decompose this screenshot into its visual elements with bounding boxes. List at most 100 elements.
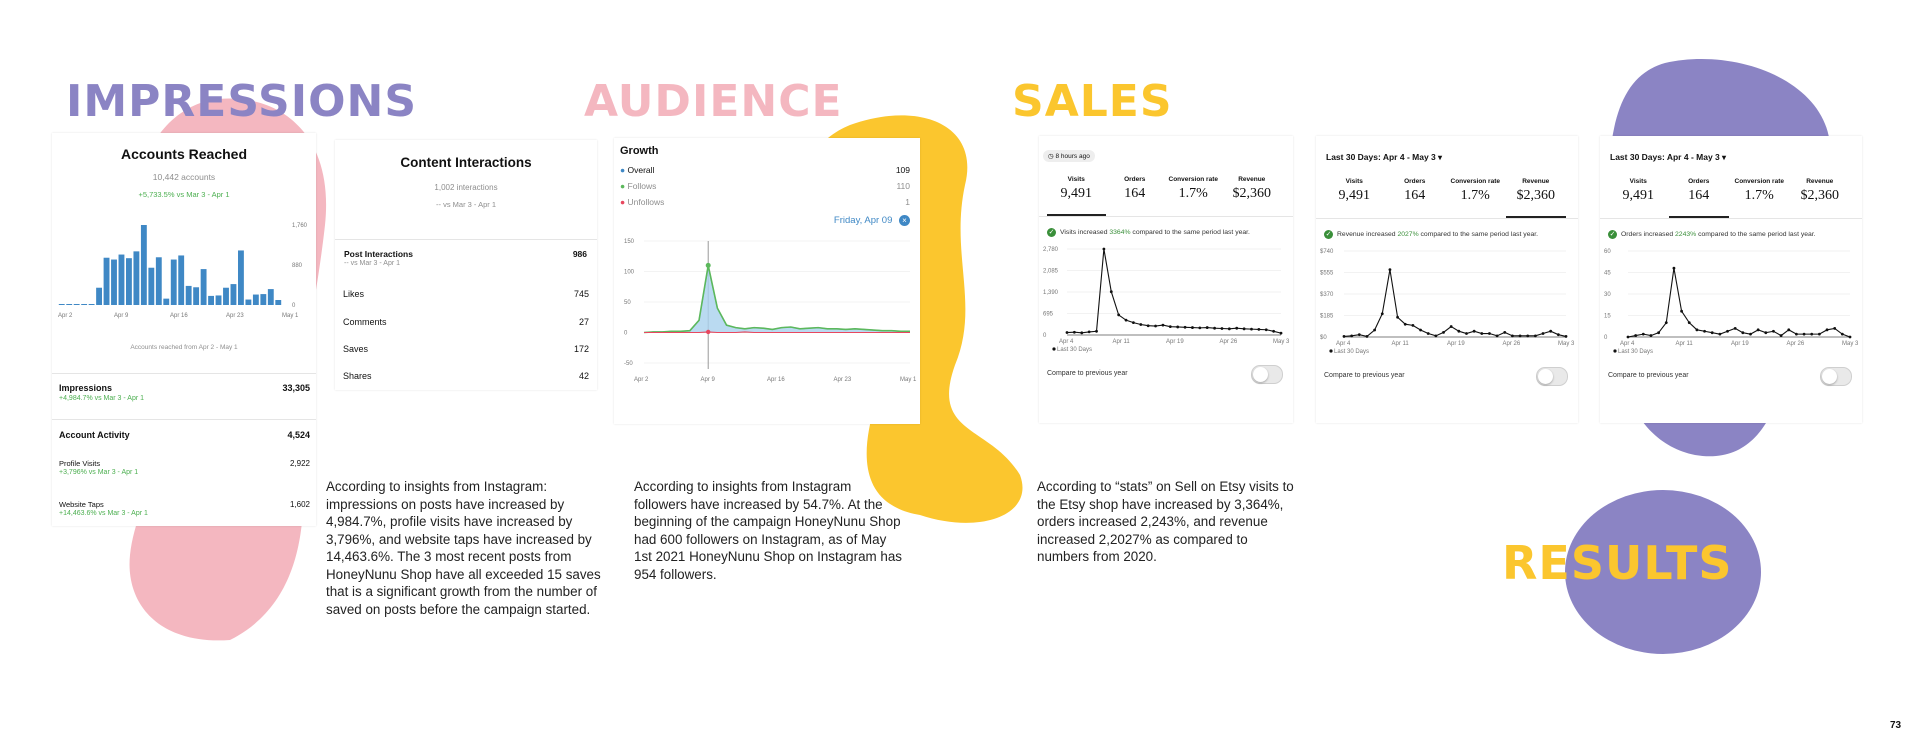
tab-revenue[interactable]: Revenue $2,360 — [1505, 178, 1566, 218]
tab-visits-label: Visits — [1345, 178, 1363, 185]
tab-visits[interactable]: Visits 9,491 — [1608, 178, 1669, 216]
y-tick-label: 0 — [624, 331, 628, 337]
data-point — [1350, 334, 1354, 338]
comments-label: Comments — [343, 317, 387, 327]
growth-card: Growth ● Overall 109 ● Follows 110 ● Unf… — [614, 138, 920, 424]
data-point — [1235, 326, 1239, 330]
tabs-divider — [1316, 218, 1578, 219]
legend-unfollows: ● Unfollows 1 — [620, 197, 910, 207]
period-dropdown[interactable]: Last 30 Days: Apr 4 - May 3 ▾ — [1326, 152, 1442, 162]
compare-previous-year-label: Compare to previous year — [1608, 372, 1689, 379]
revenue-line-chart: $740 $555 $370 $185 $0 Apr 4 Apr 11 Apr 19 Apr 2… — [1320, 249, 1575, 355]
tab-conversion-rate[interactable]: Conversion rate 1.7% — [1164, 176, 1223, 214]
data-point — [1472, 329, 1476, 333]
tab-conversion-rate[interactable]: Conversion rate 1.7% — [1729, 178, 1790, 216]
compare-toggle[interactable] — [1251, 365, 1283, 384]
bar — [275, 300, 282, 305]
data-point — [1710, 331, 1714, 335]
bar — [66, 304, 73, 305]
audience-description: According to insights from Instagram fol… — [634, 479, 902, 582]
tab-revenue-label: Revenue — [1238, 176, 1266, 183]
tab-orders[interactable]: Orders 164 — [1385, 178, 1446, 216]
data-point — [1664, 321, 1668, 325]
bar — [252, 294, 259, 305]
accounts-bar-chart: 1,760 880 0 Apr 2 Apr 9 Apr 16 Apr 23 May 1 — [58, 223, 308, 319]
x-tick-label: Apr 2 — [634, 377, 649, 383]
x-tick-label: Apr 2 — [58, 313, 73, 319]
orders-line-chart: 60 45 30 15 0 Apr 4 Apr 11 Apr 19 Apr 26 May 3 Las… — [1604, 249, 1859, 355]
data-point — [1495, 334, 1499, 338]
data-point — [1373, 328, 1377, 332]
y-tick-label: 1,760 — [292, 223, 308, 229]
data-point — [1102, 247, 1106, 251]
bar — [58, 304, 65, 305]
bar — [223, 287, 229, 305]
y-tick-label: 100 — [624, 270, 635, 276]
tab-revenue-value: $2,360 — [1232, 186, 1272, 201]
tab-visits[interactable]: Visits 9,491 — [1047, 176, 1106, 216]
toggle-knob — [1538, 369, 1553, 384]
data-point — [1380, 312, 1384, 316]
tab-visits[interactable]: Visits 9,491 — [1324, 178, 1385, 216]
audience-heading: AUDIENCE — [584, 76, 843, 127]
likes-label: Likes — [343, 289, 365, 299]
data-point — [1065, 331, 1069, 334]
x-tick-label: May 3 — [1842, 341, 1859, 347]
compare-toggle[interactable] — [1536, 367, 1568, 386]
tab-orders[interactable]: Orders 164 — [1668, 178, 1729, 218]
y-tick-label: 2,085 — [1043, 269, 1059, 275]
data-point — [1833, 327, 1837, 330]
tabs-divider — [1600, 218, 1862, 219]
legend-dot — [1613, 349, 1617, 353]
data-point — [1541, 332, 1545, 335]
data-point — [1511, 334, 1514, 338]
compare-previous-year-label: Compare to previous year — [1324, 372, 1405, 379]
x-tick-label: Apr 11 — [1392, 341, 1410, 347]
tab-conversion-rate-value: 1.7% — [1178, 186, 1208, 201]
bar — [111, 259, 117, 305]
data-point — [1810, 332, 1814, 336]
data-point — [1365, 335, 1369, 338]
tab-conversion-rate-label: Conversion rate — [1734, 178, 1785, 185]
data-point — [1139, 323, 1143, 326]
y-tick-label: 880 — [292, 263, 303, 269]
check-circle-icon: ✓ — [1608, 230, 1617, 239]
y-tick-label: 0 — [1604, 335, 1608, 341]
account-activity-value: 4,524 — [287, 430, 310, 440]
profile-visits-growth: +3,796% vs Mar 3 - Apr 1 — [59, 469, 139, 476]
selected-date[interactable]: Friday, Apr 09 × — [834, 215, 910, 226]
bar — [103, 257, 110, 305]
bar — [260, 294, 267, 305]
tab-visits-value: 9,491 — [1060, 186, 1093, 201]
bar — [238, 250, 244, 305]
tab-orders[interactable]: Orders 164 — [1106, 176, 1165, 214]
compare-toggle[interactable] — [1820, 367, 1852, 386]
content-interactions-count: 1,002 interactions — [434, 183, 498, 192]
data-point — [1191, 326, 1194, 329]
bar — [126, 258, 132, 305]
data-point — [1726, 329, 1729, 333]
data-point — [1117, 313, 1121, 317]
y-tick-label: 695 — [1043, 312, 1054, 318]
close-icon[interactable]: × — [899, 215, 910, 226]
tab-conversion-rate[interactable]: Conversion rate 1.7% — [1445, 178, 1506, 216]
legend-follows: ● Follows 110 — [620, 181, 910, 191]
impressions-label: Impressions — [59, 383, 113, 393]
x-tick-label: Apr 4 — [1620, 341, 1635, 347]
bar — [200, 269, 207, 305]
tab-revenue[interactable]: Revenue $2,360 — [1790, 178, 1851, 216]
clock-icon: ◷ — [1048, 153, 1056, 160]
y-tick-label: 1,390 — [1043, 290, 1059, 296]
series-line-last-30-days — [1627, 268, 1851, 338]
tab-revenue-label: Revenue — [1806, 178, 1834, 185]
period-dropdown[interactable]: Last 30 Days: Apr 4 - May 3 ▾ — [1610, 152, 1726, 162]
x-tick-label: May 3 — [1558, 341, 1575, 347]
legend-overall-dot: ● — [620, 165, 626, 175]
legend-follows-value: 110 — [896, 181, 910, 191]
y-tick-label: 45 — [1604, 271, 1611, 277]
data-point — [1741, 331, 1745, 335]
tab-orders-label: Orders — [1124, 176, 1146, 183]
note-suffix: compared to the same period last year. — [1696, 231, 1816, 238]
tab-orders-value: 164 — [1404, 188, 1426, 203]
tab-revenue[interactable]: Revenue $2,360 — [1223, 176, 1282, 214]
